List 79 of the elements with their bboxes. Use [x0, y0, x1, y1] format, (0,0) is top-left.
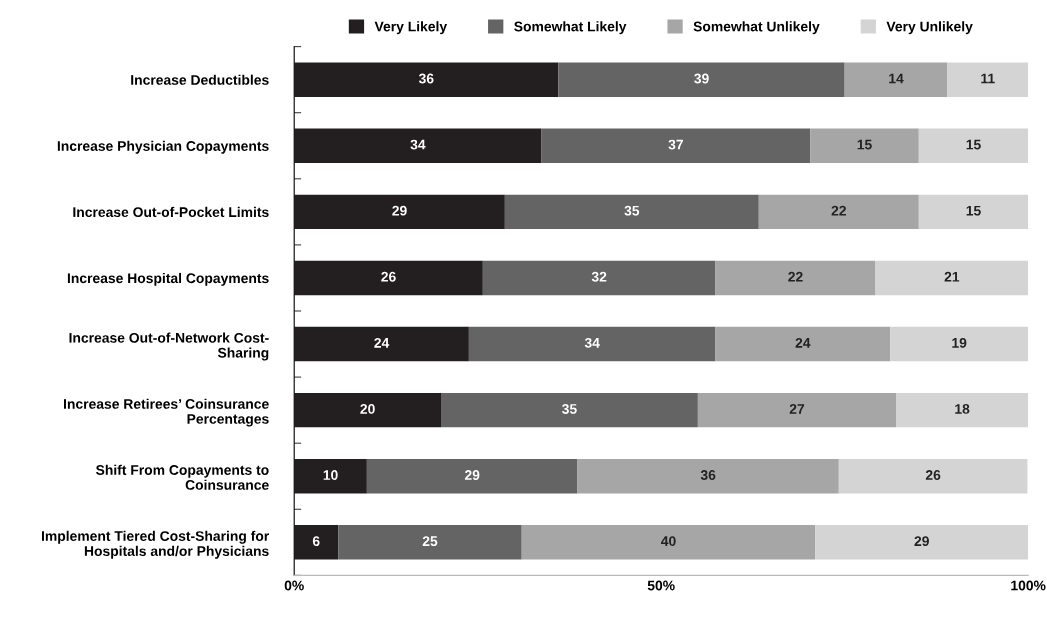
bar	[441, 392, 698, 428]
data-label: 10	[323, 470, 338, 480]
y-tick-label: Increase Out-of-Pocket Limits	[73, 206, 269, 218]
bar	[366, 459, 578, 494]
y-tick-label: Increase Out-of-Network Cost- Sharing	[69, 332, 269, 361]
bar	[838, 459, 1028, 494]
bar	[715, 260, 876, 296]
bar	[947, 62, 1029, 97]
bar	[294, 62, 559, 97]
legend-label: Somewhat Unlikely	[693, 21, 820, 35]
y-tick-label: Implement Tiered Cost-Sharing for Hospitals and/or Physicians	[41, 530, 270, 559]
data-label: 36	[700, 470, 716, 480]
data-label: 27	[789, 404, 805, 414]
bar	[918, 194, 1029, 230]
bar	[697, 392, 897, 428]
data-label: 19	[952, 337, 967, 348]
data-label: 40	[661, 536, 676, 547]
data-label: 39	[694, 73, 709, 84]
x-tick-label: 50%	[647, 580, 675, 591]
bar	[294, 459, 367, 494]
bar	[482, 260, 716, 296]
bar	[294, 128, 542, 163]
data-label: 26	[925, 470, 941, 480]
legend-label: Very Likely	[374, 21, 448, 35]
data-label: 34	[584, 337, 600, 348]
y-tick-label: Increase Deductibles	[131, 74, 269, 85]
data-label: 14	[889, 73, 904, 84]
bar	[294, 326, 469, 362]
data-label: 20	[360, 404, 375, 414]
bar	[294, 392, 441, 428]
bar	[577, 459, 839, 494]
data-label: 6	[312, 536, 320, 547]
data-label: 34	[410, 139, 426, 150]
bar	[338, 525, 522, 560]
data-label: 37	[668, 139, 683, 150]
legend-label: Somewhat Likely	[514, 21, 627, 35]
bar	[815, 525, 1029, 560]
bar	[541, 128, 811, 163]
bar	[715, 326, 891, 362]
bar	[810, 128, 919, 163]
data-label: 22	[788, 271, 803, 282]
bar	[896, 392, 1029, 428]
data-label: 24	[374, 337, 390, 348]
bar	[294, 525, 339, 560]
y-tick-label: Increase Hospital Copayments	[67, 272, 269, 286]
y-tick-label: Shift From Copayments to Coinsurance	[96, 464, 269, 490]
data-label: 29	[464, 470, 480, 480]
data-label: 25	[422, 536, 438, 547]
data-label: 32	[591, 271, 607, 282]
y-tick-label: Increase Retirees’ Coinsurance Percentages	[64, 398, 269, 427]
y-tick-label: Increase Physician Copayments	[57, 140, 269, 154]
data-label: 24	[795, 337, 811, 348]
bar	[758, 194, 919, 230]
data-label: 36	[418, 73, 434, 84]
bar	[504, 194, 759, 230]
data-label: 29	[914, 536, 929, 547]
data-label: 35	[624, 205, 640, 216]
data-label: 29	[392, 205, 407, 216]
data-label: 11	[981, 73, 995, 84]
bar	[558, 62, 845, 97]
data-label: 26	[381, 271, 396, 282]
data-label: 35	[562, 404, 577, 414]
bar	[918, 128, 1029, 163]
data-label: 18	[955, 404, 970, 414]
bar	[844, 62, 948, 97]
data-label: 21	[944, 271, 960, 282]
data-label: 15	[966, 205, 981, 216]
bar	[468, 326, 716, 362]
bar	[890, 326, 1029, 362]
bar	[875, 260, 1029, 296]
x-tick-label: 0%	[284, 580, 304, 591]
data-label: 15	[857, 139, 872, 150]
data-label: 15	[966, 139, 981, 150]
data-label: 22	[831, 205, 846, 216]
x-tick-label: 100%	[1011, 580, 1046, 591]
bar	[294, 194, 505, 230]
legend-label: Very Unlikely	[886, 21, 973, 35]
bar	[521, 525, 816, 560]
bar	[294, 260, 483, 296]
